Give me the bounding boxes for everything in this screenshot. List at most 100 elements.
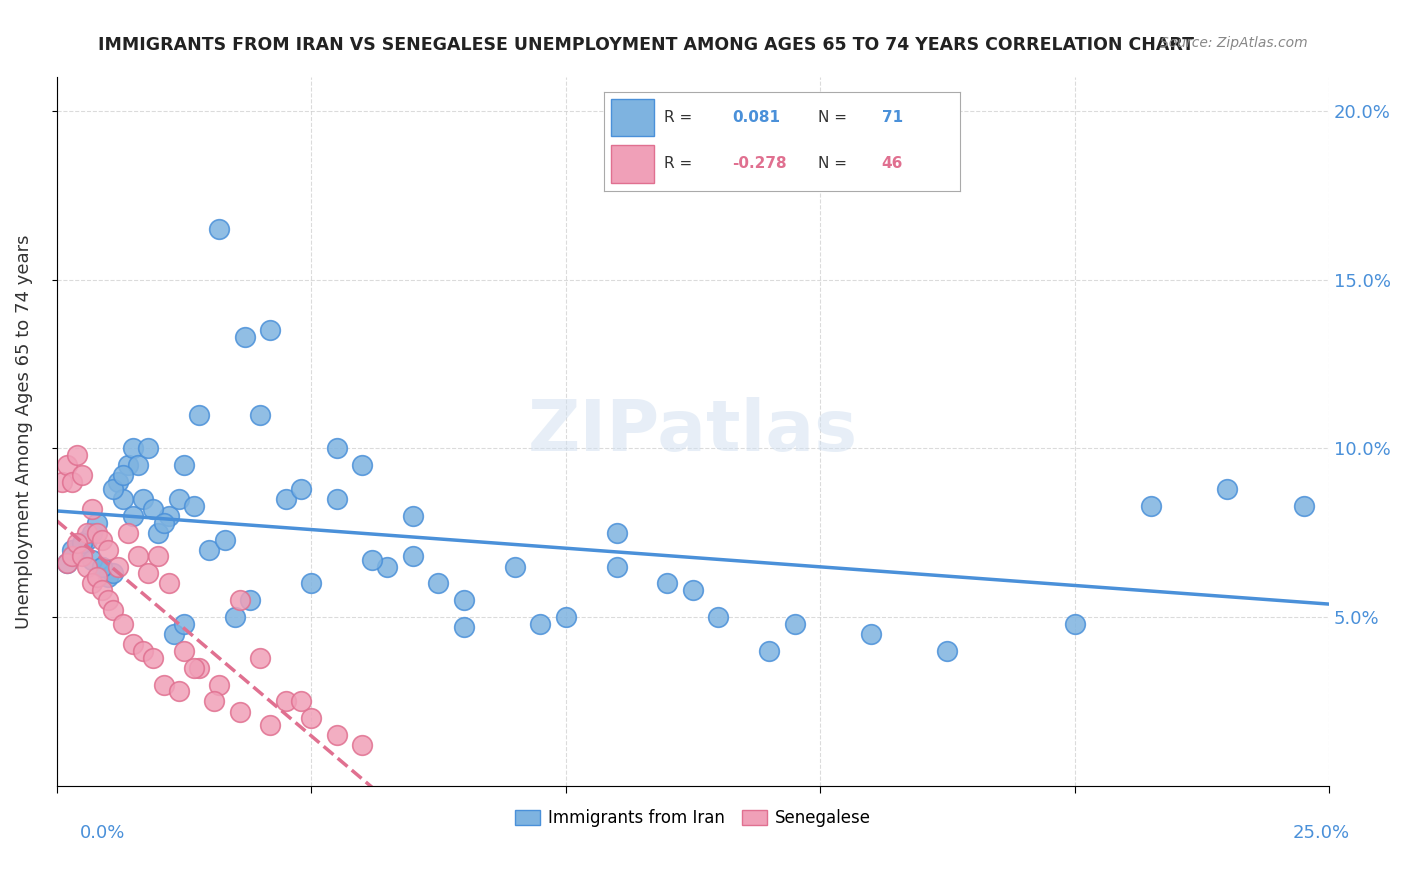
Point <box>173 616 195 631</box>
Point <box>96 569 118 583</box>
Point <box>229 705 252 719</box>
Point <box>361 553 384 567</box>
Text: IMMIGRANTS FROM IRAN VS SENEGALESE UNEMPLOYMENT AMONG AGES 65 TO 74 YEARS CORREL: IMMIGRANTS FROM IRAN VS SENEGALESE UNEMP… <box>98 36 1195 54</box>
Point <box>132 492 155 507</box>
Point <box>70 468 93 483</box>
Point <box>66 542 89 557</box>
Point <box>76 525 98 540</box>
Point <box>148 525 170 540</box>
Point <box>377 559 399 574</box>
Point <box>82 502 104 516</box>
Legend: Immigrants from Iran, Senegalese: Immigrants from Iran, Senegalese <box>508 803 877 834</box>
Point <box>202 694 225 708</box>
Point <box>107 559 129 574</box>
Point <box>117 458 139 473</box>
Point <box>91 559 114 574</box>
Point <box>66 536 89 550</box>
Point <box>1216 482 1239 496</box>
Point <box>173 458 195 473</box>
Point <box>188 661 211 675</box>
Point <box>453 620 475 634</box>
Point <box>290 482 312 496</box>
Point <box>350 739 373 753</box>
Point <box>936 644 959 658</box>
Point <box>402 508 425 523</box>
Point <box>427 576 450 591</box>
Point <box>70 536 93 550</box>
Point <box>111 468 134 483</box>
Point <box>91 533 114 547</box>
Point <box>82 525 104 540</box>
Point <box>60 475 83 490</box>
Point <box>142 650 165 665</box>
Point <box>167 492 190 507</box>
Point <box>233 330 256 344</box>
Text: 0.0%: 0.0% <box>80 824 125 842</box>
Point <box>299 711 322 725</box>
Point <box>66 448 89 462</box>
Point <box>299 576 322 591</box>
Point <box>127 549 149 564</box>
Point <box>183 661 205 675</box>
Point <box>758 644 780 658</box>
Point <box>249 408 271 422</box>
Point <box>96 542 118 557</box>
Point <box>249 650 271 665</box>
Point <box>60 549 83 564</box>
Point <box>56 458 79 473</box>
Point <box>402 549 425 564</box>
Point <box>167 684 190 698</box>
Point <box>198 542 221 557</box>
Point <box>86 525 108 540</box>
Point <box>132 644 155 658</box>
Point <box>101 566 124 581</box>
Point <box>325 492 347 507</box>
Point <box>101 482 124 496</box>
Point <box>173 644 195 658</box>
Point <box>350 458 373 473</box>
Point <box>122 442 145 456</box>
Point <box>101 603 124 617</box>
Point <box>325 442 347 456</box>
Point <box>142 502 165 516</box>
Point <box>82 576 104 591</box>
Point <box>163 627 186 641</box>
Point <box>259 718 281 732</box>
Point <box>183 499 205 513</box>
Point <box>60 542 83 557</box>
Point <box>274 694 297 708</box>
Point <box>56 556 79 570</box>
Point <box>188 408 211 422</box>
Point <box>453 593 475 607</box>
Point <box>86 516 108 530</box>
Point <box>554 610 576 624</box>
Point <box>259 323 281 337</box>
Point <box>529 616 551 631</box>
Point <box>148 549 170 564</box>
Point <box>605 559 627 574</box>
Point <box>111 492 134 507</box>
Point <box>224 610 246 624</box>
Point <box>107 475 129 490</box>
Point <box>76 533 98 547</box>
Point <box>122 637 145 651</box>
Text: 25.0%: 25.0% <box>1294 824 1350 842</box>
Point <box>682 583 704 598</box>
Point <box>136 442 159 456</box>
Point <box>325 728 347 742</box>
Text: Source: ZipAtlas.com: Source: ZipAtlas.com <box>1160 36 1308 50</box>
Point <box>152 516 174 530</box>
Point <box>91 583 114 598</box>
Point <box>127 458 149 473</box>
Point <box>1140 499 1163 513</box>
Point <box>136 566 159 581</box>
Point <box>76 559 98 574</box>
Point <box>605 525 627 540</box>
Point <box>60 549 83 564</box>
Point <box>91 559 114 574</box>
Text: ZIPatlas: ZIPatlas <box>527 397 858 467</box>
Point <box>96 593 118 607</box>
Point <box>208 222 231 236</box>
Point <box>157 576 180 591</box>
Point <box>1292 499 1315 513</box>
